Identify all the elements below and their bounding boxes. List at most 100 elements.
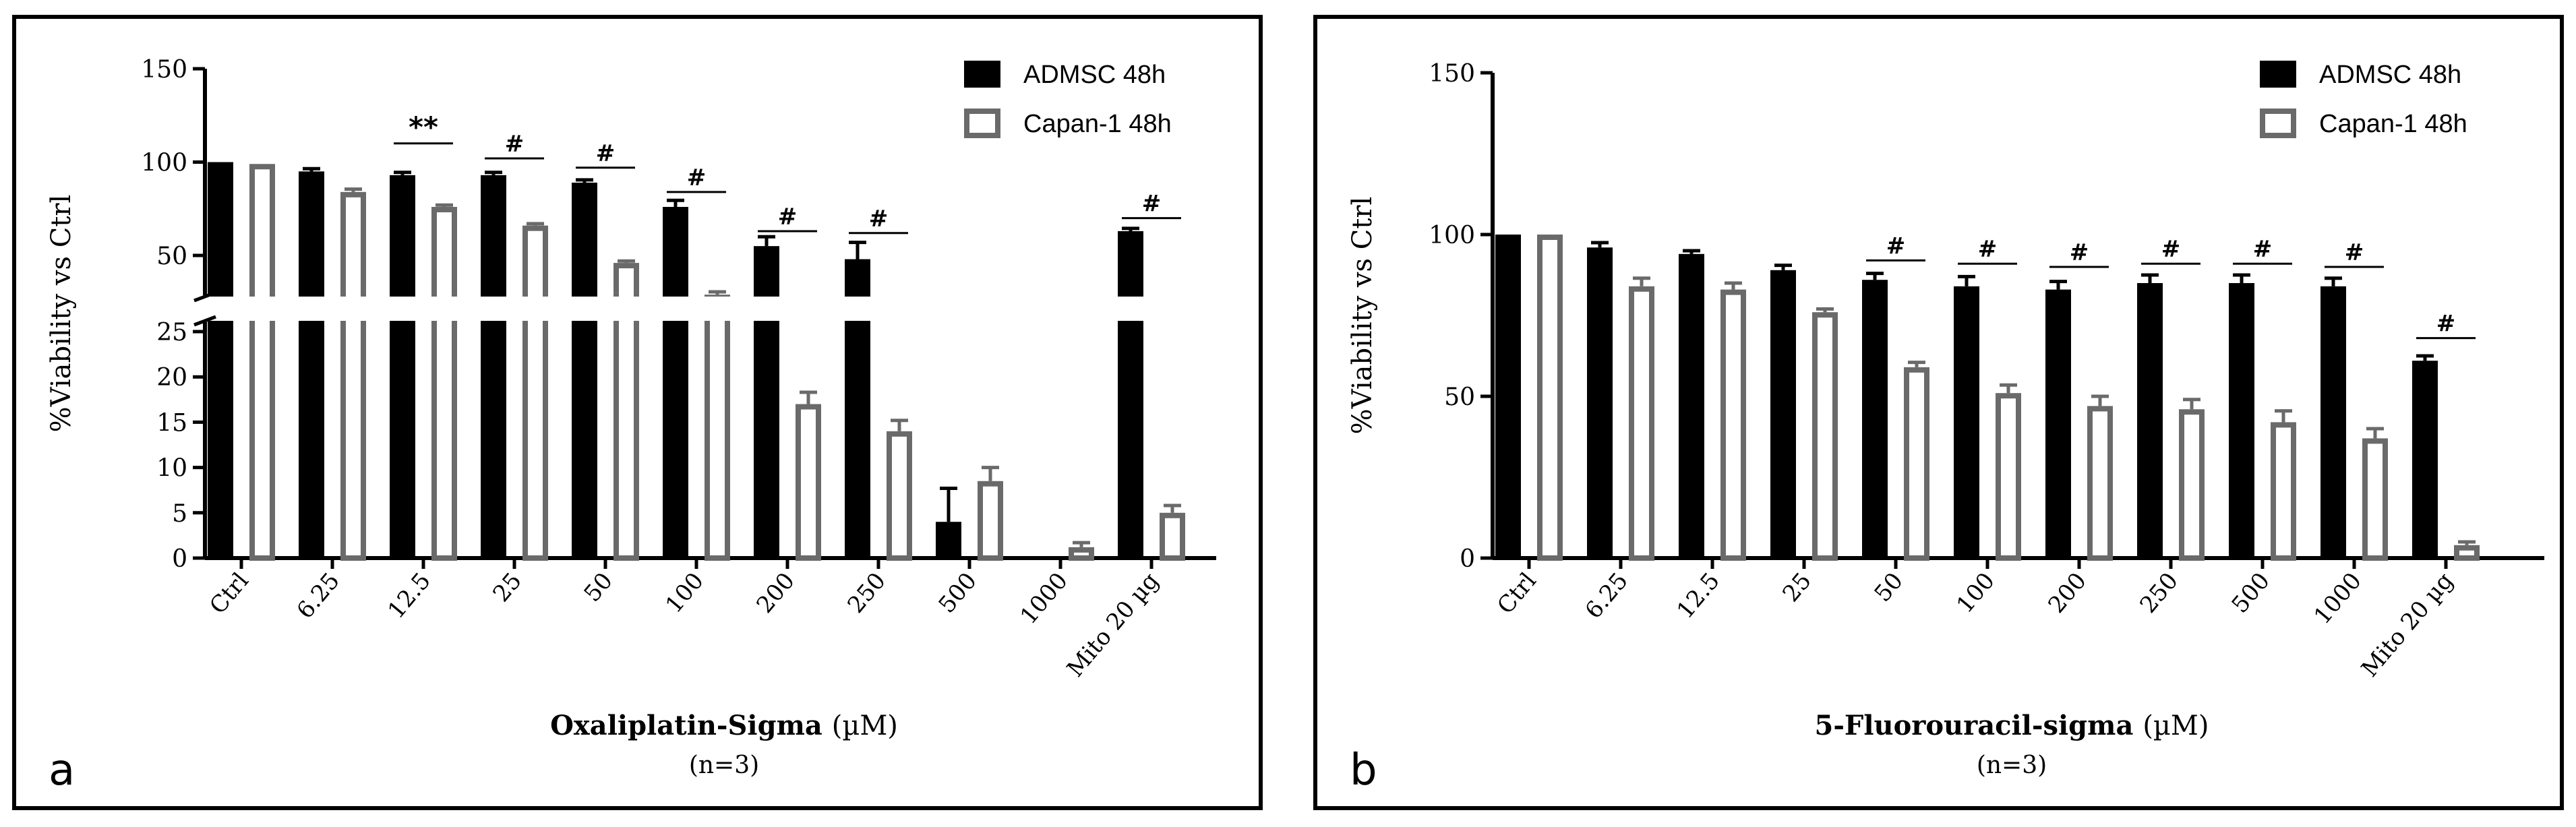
axis-break-mark (193, 315, 216, 327)
x-tick-label: 250 (2135, 568, 2184, 618)
x-tick-label: 200 (2043, 568, 2092, 618)
x-tick-label: 12.5 (1672, 568, 1725, 624)
capan-bar (2179, 409, 2205, 561)
chart-a-svg: 50 100 150 0 5 10 15 20 25 %Viability vs Ctrl Ctrl… (46, 56, 1216, 682)
y-tick-label: 0 (1460, 545, 1475, 573)
x-tick-label: 6.25 (1580, 568, 1634, 624)
y-tick-label: 150 (1429, 60, 1475, 88)
axis-break-gap (196, 297, 1216, 321)
capan-bar (1720, 289, 1746, 561)
admsc-bar (1587, 247, 1613, 558)
x-tick-label: Ctrl (204, 568, 254, 619)
capan-bar (2362, 438, 2388, 561)
admsc-bar (2229, 283, 2254, 558)
x-tick-label: 250 (843, 568, 891, 618)
legend-swatch-admsc (2260, 61, 2296, 88)
x-tick-label: 100 (661, 568, 709, 618)
n-label-b: (n=3) (1976, 752, 2047, 779)
capan-bar (249, 164, 275, 561)
x-tick-label: 50 (1869, 568, 1908, 607)
admsc-bar (754, 246, 779, 558)
chart-panel-a: 50 100 150 0 5 10 15 20 25 %Viability vs Ctrl Ctrl… (12, 15, 1263, 810)
admsc-bar (1862, 280, 1888, 558)
admsc-bar (208, 162, 233, 558)
x-axis-title-b: 5-Fluorouracil-sigma (µM) (1814, 710, 2209, 741)
significance-marker: # (1978, 236, 1998, 263)
x-tick-label: 1000 (2309, 568, 2367, 630)
capan-bar (340, 191, 366, 561)
y-tick-label: 10 (156, 455, 187, 483)
y-tick-label: 0 (172, 545, 187, 573)
legend-label-capan: Capan-1 48h (1023, 110, 1172, 138)
capan-bar (705, 295, 730, 561)
legend-swatch-capan (2260, 109, 2296, 138)
panel-letter-b: b (1350, 745, 1377, 795)
capan-bar (1904, 367, 1929, 561)
admsc-bar (1118, 231, 1143, 558)
chart-b-svg: 0 50 100 150 %Viability vs Ctrl Ctrl 6.25 12.5 2… (1347, 60, 2544, 682)
y-tick-label: 15 (156, 409, 187, 437)
admsc-bar (663, 206, 688, 559)
y-axis-title: %Viability vs Ctrl (46, 195, 77, 433)
y-axis-title: %Viability vs Ctrl (1347, 197, 1378, 435)
x-tick-label: 100 (1952, 568, 2000, 618)
n-label-a: (n=3) (688, 752, 760, 779)
chart-panel-b: 0 50 100 150 %Viability vs Ctrl Ctrl 6.25 12.5 2… (1313, 15, 2564, 810)
admsc-bar (572, 182, 597, 559)
significance-marker: ** (409, 111, 438, 144)
significance-marker: # (2345, 239, 2364, 266)
admsc-bar (936, 522, 961, 558)
x-tick-label: 25 (487, 568, 527, 607)
significance-marker: # (1142, 191, 1162, 218)
capan-bar (1069, 547, 1094, 561)
capan-bar (2087, 406, 2113, 561)
capan-bar (2271, 422, 2296, 561)
y-tick-label: 100 (141, 150, 187, 177)
capan-bar (1160, 512, 1185, 561)
x-tick-label: 6.25 (292, 568, 345, 624)
significance-marker: # (2436, 311, 2456, 338)
capan-bar (796, 404, 821, 561)
capan-bar (431, 206, 457, 561)
x-tick-label: Mito 20 µg (1062, 568, 1164, 682)
capan-bar (1996, 393, 2021, 561)
admsc-bar (2320, 286, 2346, 558)
admsc-bar (390, 175, 415, 558)
capan-bar (2454, 545, 2480, 561)
significance-marker: # (2161, 236, 2181, 263)
significance-marker: # (596, 140, 616, 167)
y-tick-label: 50 (1444, 384, 1475, 411)
legend-label-admsc: ADMSC 48h (2319, 61, 2461, 89)
y-tick-label: 50 (156, 243, 187, 270)
capan-bar (978, 481, 1003, 561)
significance-marker: # (505, 131, 525, 158)
significance-marker: # (2253, 236, 2273, 263)
x-tick-label: Mito 20 µg (2356, 568, 2459, 682)
admsc-bar (1679, 253, 1704, 558)
capan-bar (522, 225, 548, 561)
capan-bar (1812, 312, 1838, 561)
admsc-bar (1495, 235, 1521, 558)
x-tick-label: 12.5 (383, 568, 436, 624)
admsc-bar (1770, 270, 1796, 558)
x-tick-label: 50 (578, 568, 618, 607)
x-tick-label: Ctrl (1492, 568, 1542, 619)
significance-marker: # (1886, 233, 1906, 259)
x-tick-label: 500 (934, 568, 982, 618)
x-tick-label: 25 (1777, 568, 1816, 607)
panel-letter-a: a (49, 745, 76, 795)
x-tick-label: 1000 (1015, 568, 1073, 630)
admsc-bar (299, 171, 324, 559)
y-tick-label: 150 (141, 56, 187, 84)
x-axis-title-a: Oxaliplatin-Sigma (µM) (550, 710, 898, 741)
significance-marker: # (778, 204, 798, 231)
y-tick-label: 100 (1429, 222, 1475, 249)
capan-bar (1537, 235, 1563, 561)
y-tick-label: 20 (156, 364, 187, 392)
admsc-bar (1954, 286, 1979, 558)
x-tick-label: 200 (752, 568, 800, 618)
legend-swatch-capan (964, 109, 1000, 138)
axis-break-mark (193, 290, 216, 303)
significance-marker: # (2070, 239, 2089, 266)
legend-label-admsc: ADMSC 48h (1023, 61, 1166, 89)
